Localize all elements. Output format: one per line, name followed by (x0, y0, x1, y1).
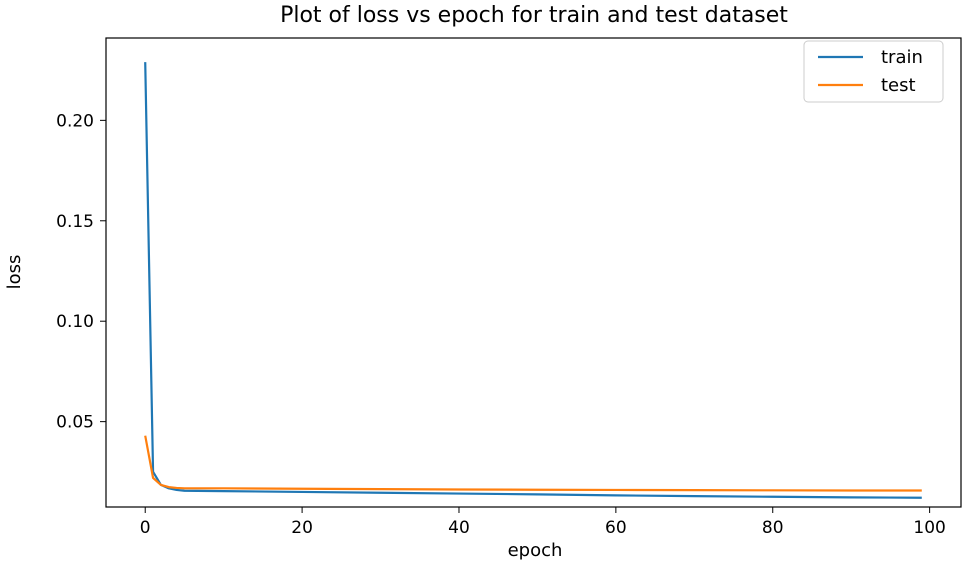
x-tick-label: 20 (291, 518, 313, 538)
legend: train test (803, 40, 944, 103)
x-tick-label: 60 (605, 518, 627, 538)
y-tick-label: 0.20 (56, 111, 94, 131)
legend-label-train: train (881, 47, 923, 68)
x-tick-label: 40 (448, 518, 470, 538)
x-tick-label: 80 (762, 518, 784, 538)
y-axis-label: loss (4, 255, 25, 290)
plot-area-frame (105, 37, 962, 508)
chart-title: Plot of loss vs epoch for train and test… (280, 3, 788, 28)
y-tick-label: 0.10 (56, 312, 94, 332)
series-lines (144, 62, 922, 499)
series-line-test (144, 435, 922, 492)
series-line-train (144, 62, 922, 499)
x-tick-label: 0 (140, 518, 151, 538)
legend-label-test: test (881, 75, 916, 96)
x-tick-label: 100 (913, 518, 945, 538)
y-tick-label: 0.05 (56, 413, 94, 433)
x-axis-label: epoch (508, 540, 563, 561)
y-tick-label: 0.15 (56, 212, 94, 232)
axis-ticks: 0 20 40 60 80 100 0.05 0.10 0.15 0.20 (56, 111, 946, 538)
